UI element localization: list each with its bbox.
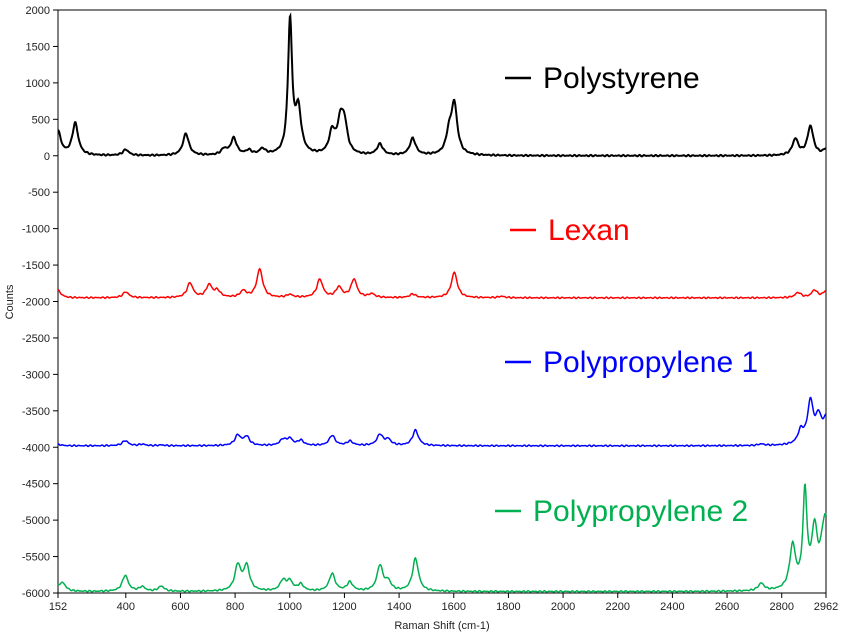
y-axis-title: Counts <box>4 284 16 319</box>
series-line-polypropylene-1 <box>57 396 827 448</box>
x-tick-label: 1200 <box>332 601 356 613</box>
y-tick-label: 0 <box>44 151 50 163</box>
x-tick-label: 1800 <box>496 601 520 613</box>
x-tick-label: 600 <box>171 601 189 613</box>
y-tick-label: 2000 <box>26 5 50 17</box>
x-tick-label: 2000 <box>551 601 575 613</box>
x-tick-label: 152 <box>49 601 67 613</box>
y-tick-label: 1500 <box>26 41 50 53</box>
y-tick-label: -3000 <box>22 369 50 381</box>
legend-label: Polypropylene 2 <box>533 495 748 528</box>
x-axis-ticks: 152 400 600 800 1000 1200 1400 1600 1800 2000 2200… <box>49 593 838 613</box>
series-lines <box>57 12 827 594</box>
series-line-polypropylene-2 <box>57 483 827 594</box>
x-tick-label: 2600 <box>715 601 739 613</box>
legend-label: Polypropylene 1 <box>543 346 758 379</box>
x-tick-label: 2200 <box>605 601 629 613</box>
x-tick-label: 800 <box>226 601 244 613</box>
y-tick-label: -500 <box>28 187 50 199</box>
series-line-lexan <box>57 267 827 300</box>
y-tick-label: 500 <box>32 114 50 126</box>
x-tick-label: 1400 <box>387 601 411 613</box>
y-tick-label: -3500 <box>22 406 50 418</box>
x-axis-title: Raman Shift (cm-1) <box>394 620 489 632</box>
y-tick-label: -1000 <box>22 224 50 236</box>
legend-label: Polystyrene <box>543 62 700 95</box>
y-tick-label: -2000 <box>22 297 50 309</box>
y-tick-label: -6000 <box>22 588 50 600</box>
x-tick-label: 2400 <box>660 601 684 613</box>
legend-label: Lexan <box>548 214 630 247</box>
y-tick-label: -1500 <box>22 260 50 272</box>
inline-legend: Polystyrene Lexan Polypropylene 1 Polypropy… <box>495 62 758 528</box>
y-tick-label: -5500 <box>22 552 50 564</box>
series-line-polystyrene <box>57 12 827 158</box>
x-tick-label: 2800 <box>769 601 793 613</box>
y-axis-ticks: 2000 1500 1000 500 0 -500 -1000 -1500 -2000 -2500… <box>22 5 58 600</box>
y-tick-label: -5000 <box>22 515 50 527</box>
x-tick-label: 400 <box>117 601 135 613</box>
y-tick-label: -4000 <box>22 442 50 454</box>
x-tick-label: 1600 <box>442 601 466 613</box>
y-tick-label: -4500 <box>22 479 50 491</box>
x-tick-label: 1000 <box>278 601 302 613</box>
y-tick-label: -2500 <box>22 333 50 345</box>
y-tick-label: 1000 <box>26 78 50 90</box>
x-tick-label: 2962 <box>814 601 838 613</box>
